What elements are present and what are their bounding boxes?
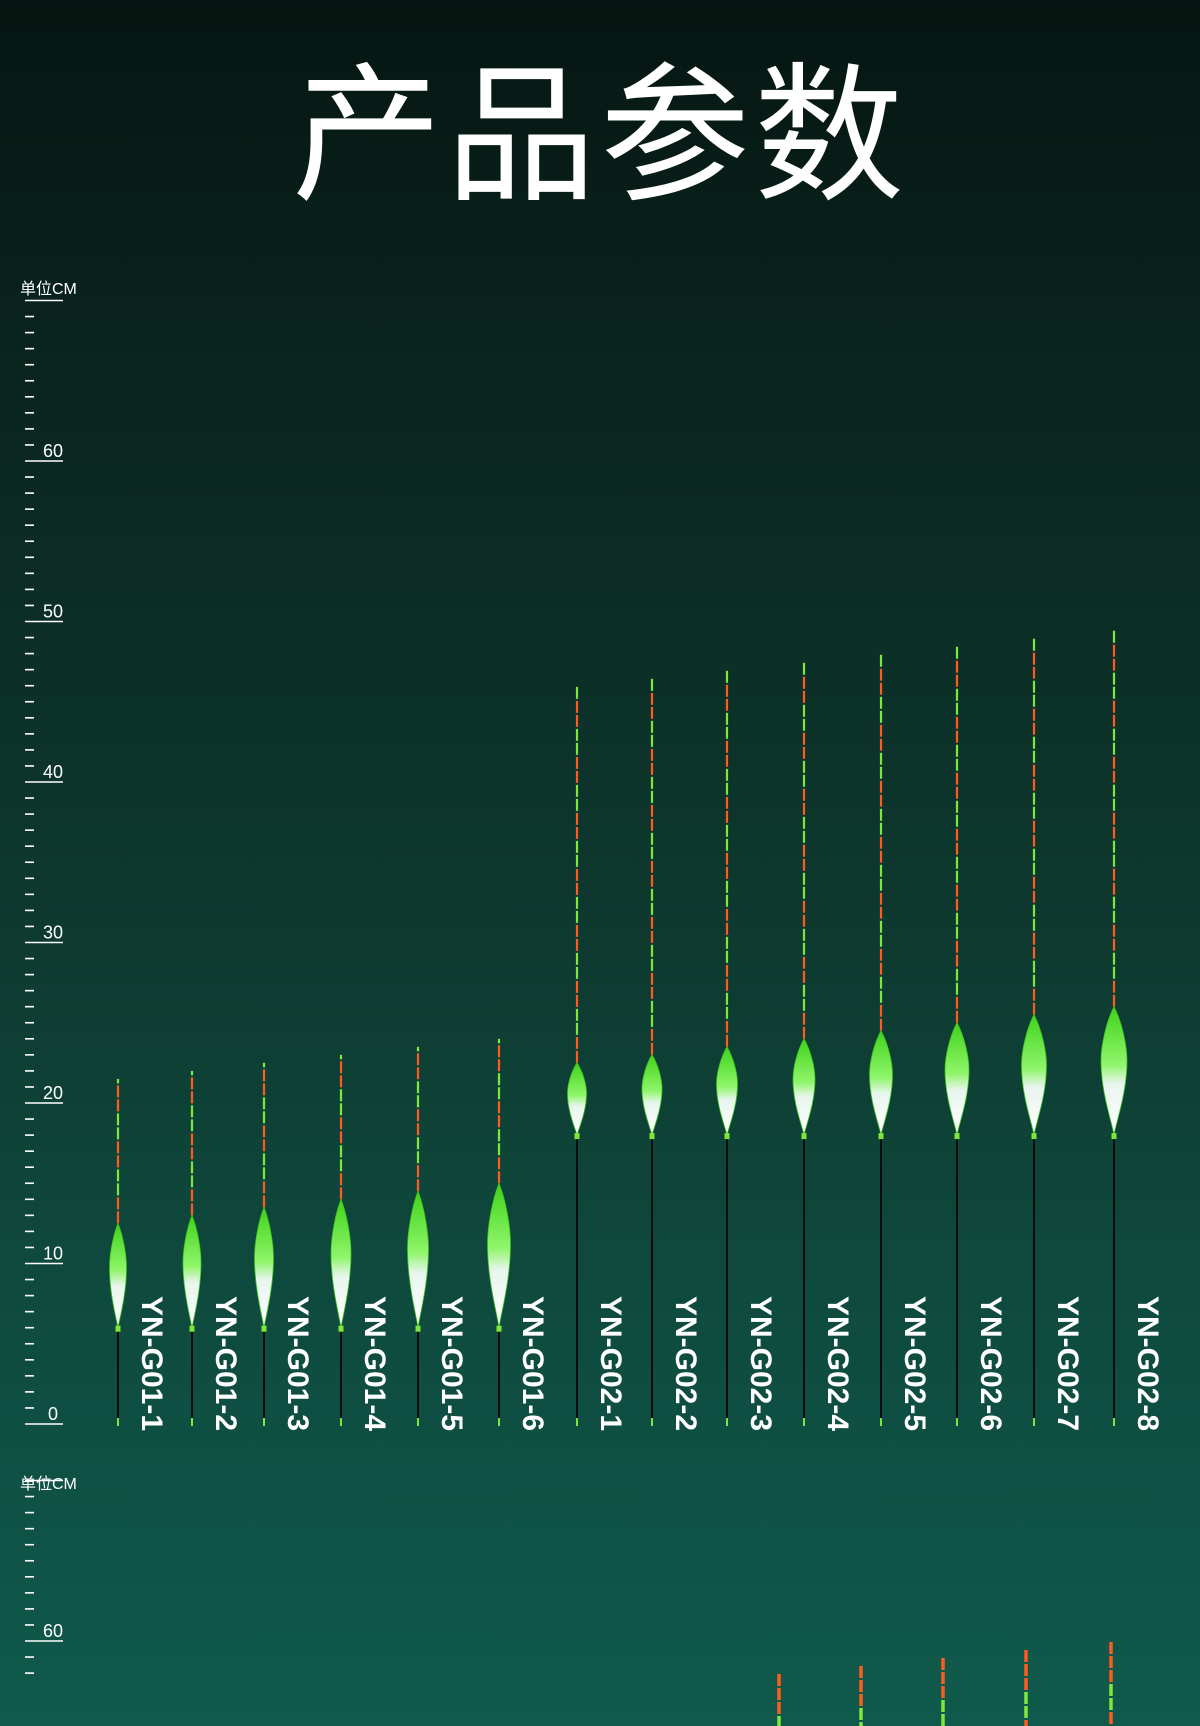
float-body xyxy=(109,1222,127,1328)
float-YN-G02-8 xyxy=(1100,630,1128,1426)
float-body xyxy=(869,1029,893,1136)
unit-label: 单位CM xyxy=(20,281,77,298)
float-YN-G01-5 xyxy=(407,1046,429,1426)
ruler1-tick-label: 50 xyxy=(43,602,63,622)
model-label-YN-G01-6: YN-G01-6 xyxy=(516,1296,549,1432)
float-body-cap xyxy=(1111,1133,1117,1140)
page-title: 产品参数 xyxy=(291,50,908,224)
float-body-cap xyxy=(878,1133,884,1140)
model-label-YN-G01-2: YN-G01-2 xyxy=(209,1296,242,1432)
float-YN-G01-1 xyxy=(109,1078,127,1426)
float-body xyxy=(407,1190,429,1328)
float-YN-G02-3 xyxy=(716,670,738,1426)
float-body xyxy=(1021,1013,1047,1136)
float-YN-G02-7 xyxy=(1021,638,1047,1426)
model-label-YN-G02-2: YN-G02-2 xyxy=(669,1296,702,1432)
ruler1-tick-label: 30 xyxy=(43,923,63,943)
float-body xyxy=(254,1206,274,1328)
float-body-cap xyxy=(574,1133,580,1140)
model-label-YN-G02-7: YN-G02-7 xyxy=(1051,1296,1084,1432)
ruler1-tick-label: 20 xyxy=(43,1083,63,1103)
model-label-YN-G02-5: YN-G02-5 xyxy=(898,1296,931,1432)
float-body xyxy=(641,1054,663,1136)
float-YN-G01-2 xyxy=(182,1070,202,1426)
float-body xyxy=(182,1214,202,1328)
float-YN-G02-2 xyxy=(641,678,663,1426)
float-YN-G01-3 xyxy=(254,1062,274,1426)
model-label-YN-G02-8: YN-G02-8 xyxy=(1131,1296,1164,1432)
ruler1-tick-label: 40 xyxy=(43,762,63,782)
float-YN-G01-6 xyxy=(487,1038,511,1426)
float-body-cap xyxy=(115,1325,121,1332)
float-body-cap xyxy=(338,1325,344,1332)
float-YN-G02-1 xyxy=(567,686,587,1426)
float-body-cap xyxy=(954,1133,960,1140)
float-body-cap xyxy=(1031,1133,1037,1140)
float-YN-G01-4 xyxy=(330,1054,352,1426)
float-body-cap xyxy=(415,1325,421,1332)
model-label-YN-G01-3: YN-G01-3 xyxy=(281,1296,314,1432)
ruler1-tick-label: 10 xyxy=(43,1244,63,1264)
float-YN-G02-5 xyxy=(869,654,893,1426)
float-body xyxy=(487,1182,511,1328)
model-label-YN-G02-3: YN-G02-3 xyxy=(744,1296,777,1432)
float-YN-G02-4 xyxy=(792,662,816,1426)
ruler1-tick-label: 60 xyxy=(43,441,63,461)
float-body xyxy=(716,1046,738,1136)
float-body-cap xyxy=(649,1133,655,1140)
model-label-YN-G01-5: YN-G01-5 xyxy=(435,1296,468,1432)
float-body xyxy=(792,1037,816,1136)
model-label-YN-G01-1: YN-G01-1 xyxy=(135,1296,168,1432)
float-body-cap xyxy=(261,1325,267,1332)
model-label-YN-G01-4: YN-G01-4 xyxy=(358,1296,391,1432)
model-label-YN-G02-4: YN-G02-4 xyxy=(821,1296,854,1432)
ruler1-tick-label: 0 xyxy=(48,1404,58,1424)
float-body-cap xyxy=(496,1325,502,1332)
float-body-cap xyxy=(801,1133,807,1140)
float-YN-G02-6 xyxy=(944,646,970,1426)
float-body xyxy=(567,1062,587,1137)
float-body xyxy=(1100,1005,1128,1136)
float-body xyxy=(330,1198,352,1328)
model-label-YN-G02-6: YN-G02-6 xyxy=(974,1296,1007,1432)
float-body-cap xyxy=(189,1325,195,1332)
float-body-cap xyxy=(724,1133,730,1140)
ruler2-tick-label: 60 xyxy=(43,1621,63,1641)
model-label-YN-G02-1: YN-G02-1 xyxy=(594,1296,627,1432)
float-body xyxy=(944,1021,970,1136)
